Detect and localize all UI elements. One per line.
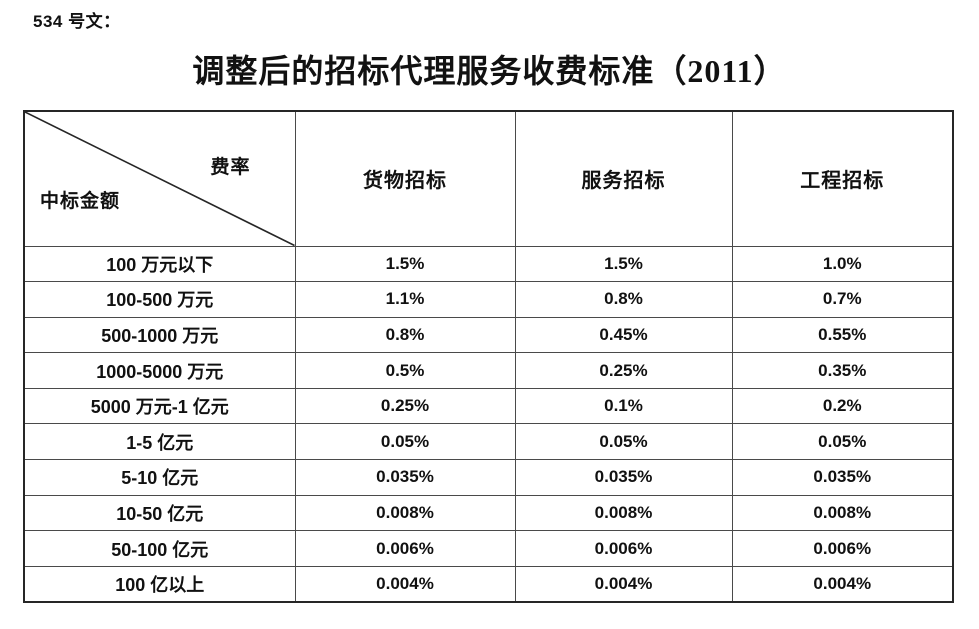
page-title: 调整后的招标代理服务收费标准（2011） (192, 53, 787, 89)
corner-cell: 费率 中标金额 (23, 110, 296, 247)
row-label: 1000-5000 万元 (23, 352, 296, 389)
rate-cell: 0.5% (294, 352, 516, 389)
table-row: 5000 万元-1 亿元 0.25% 0.1% 0.2% (23, 387, 954, 425)
rate-cell: 0.55% (731, 316, 954, 354)
table-row: 100 亿以上 0.004% 0.004% 0.004% (23, 565, 954, 603)
rate-cell: 0.035% (731, 459, 954, 496)
rate-cell: 0.45% (514, 316, 733, 354)
rate-cell: 0.05% (514, 423, 733, 461)
row-label: 50-100 亿元 (23, 530, 296, 567)
table-row: 100 万元以下 1.5% 1.5% 1.0% (23, 245, 954, 283)
rate-cell: 0.35% (731, 352, 954, 389)
rate-cell: 0.035% (294, 459, 516, 496)
column-header-works: 工程招标 (731, 110, 954, 247)
rate-cell: 0.8% (294, 316, 516, 354)
rate-cell: 0.8% (514, 281, 733, 318)
table-row: 1-5 亿元 0.05% 0.05% 0.05% (23, 423, 954, 461)
rate-cell: 0.006% (514, 530, 733, 567)
table-row: 50-100 亿元 0.006% 0.006% 0.006% (23, 530, 954, 567)
rate-cell: 0.05% (294, 423, 516, 461)
doc-number: 534 号文： (33, 12, 121, 31)
row-label: 5-10 亿元 (23, 459, 296, 496)
rate-cell: 1.5% (294, 245, 516, 283)
column-header-goods: 货物招标 (294, 110, 516, 247)
rate-cell: 0.7% (731, 281, 954, 318)
column-header-service: 服务招标 (514, 110, 733, 247)
row-label: 10-50 亿元 (23, 494, 296, 532)
corner-label-rate: 费率 (210, 157, 251, 178)
row-label: 100-500 万元 (23, 281, 296, 318)
diagonal-divider-line (25, 112, 295, 246)
rate-cell: 0.05% (731, 423, 954, 461)
rate-cell: 0.25% (294, 387, 516, 425)
table-row: 100-500 万元 1.1% 0.8% 0.7% (23, 281, 954, 318)
rate-cell: 0.006% (731, 530, 954, 567)
rate-cell: 0.004% (294, 565, 516, 603)
rate-cell: 1.1% (294, 281, 516, 318)
rate-cell: 0.25% (514, 352, 733, 389)
rate-cell: 0.004% (514, 565, 733, 603)
rate-cell: 0.2% (731, 387, 954, 425)
table-header-row: 费率 中标金额 货物招标 服务招标 工程招标 (23, 110, 954, 247)
row-label: 1-5 亿元 (23, 423, 296, 461)
row-label: 100 亿以上 (23, 565, 296, 603)
row-label: 5000 万元-1 亿元 (23, 387, 296, 425)
table-row: 5-10 亿元 0.035% 0.035% 0.035% (23, 459, 954, 496)
rate-cell: 0.006% (294, 530, 516, 567)
rate-cell: 0.008% (294, 494, 516, 532)
rate-cell: 1.0% (731, 245, 954, 283)
table-row: 1000-5000 万元 0.5% 0.25% 0.35% (23, 352, 954, 389)
table-row: 500-1000 万元 0.8% 0.45% 0.55% (23, 316, 954, 354)
rate-cell: 0.035% (514, 459, 733, 496)
table-row: 10-50 亿元 0.008% 0.008% 0.008% (23, 494, 954, 532)
rate-cell: 1.5% (514, 245, 733, 283)
fee-rate-table: 费率 中标金额 货物招标 服务招标 工程招标 100 万元以下 1.5% 1.5… (23, 110, 954, 603)
rate-cell: 0.004% (731, 565, 954, 603)
corner-label-bid-amount: 中标金额 (40, 190, 121, 212)
row-label: 500-1000 万元 (23, 316, 296, 354)
rate-cell: 0.008% (731, 494, 954, 532)
rate-cell: 0.1% (514, 387, 733, 425)
rate-cell: 0.008% (514, 494, 733, 532)
row-label: 100 万元以下 (23, 245, 296, 283)
